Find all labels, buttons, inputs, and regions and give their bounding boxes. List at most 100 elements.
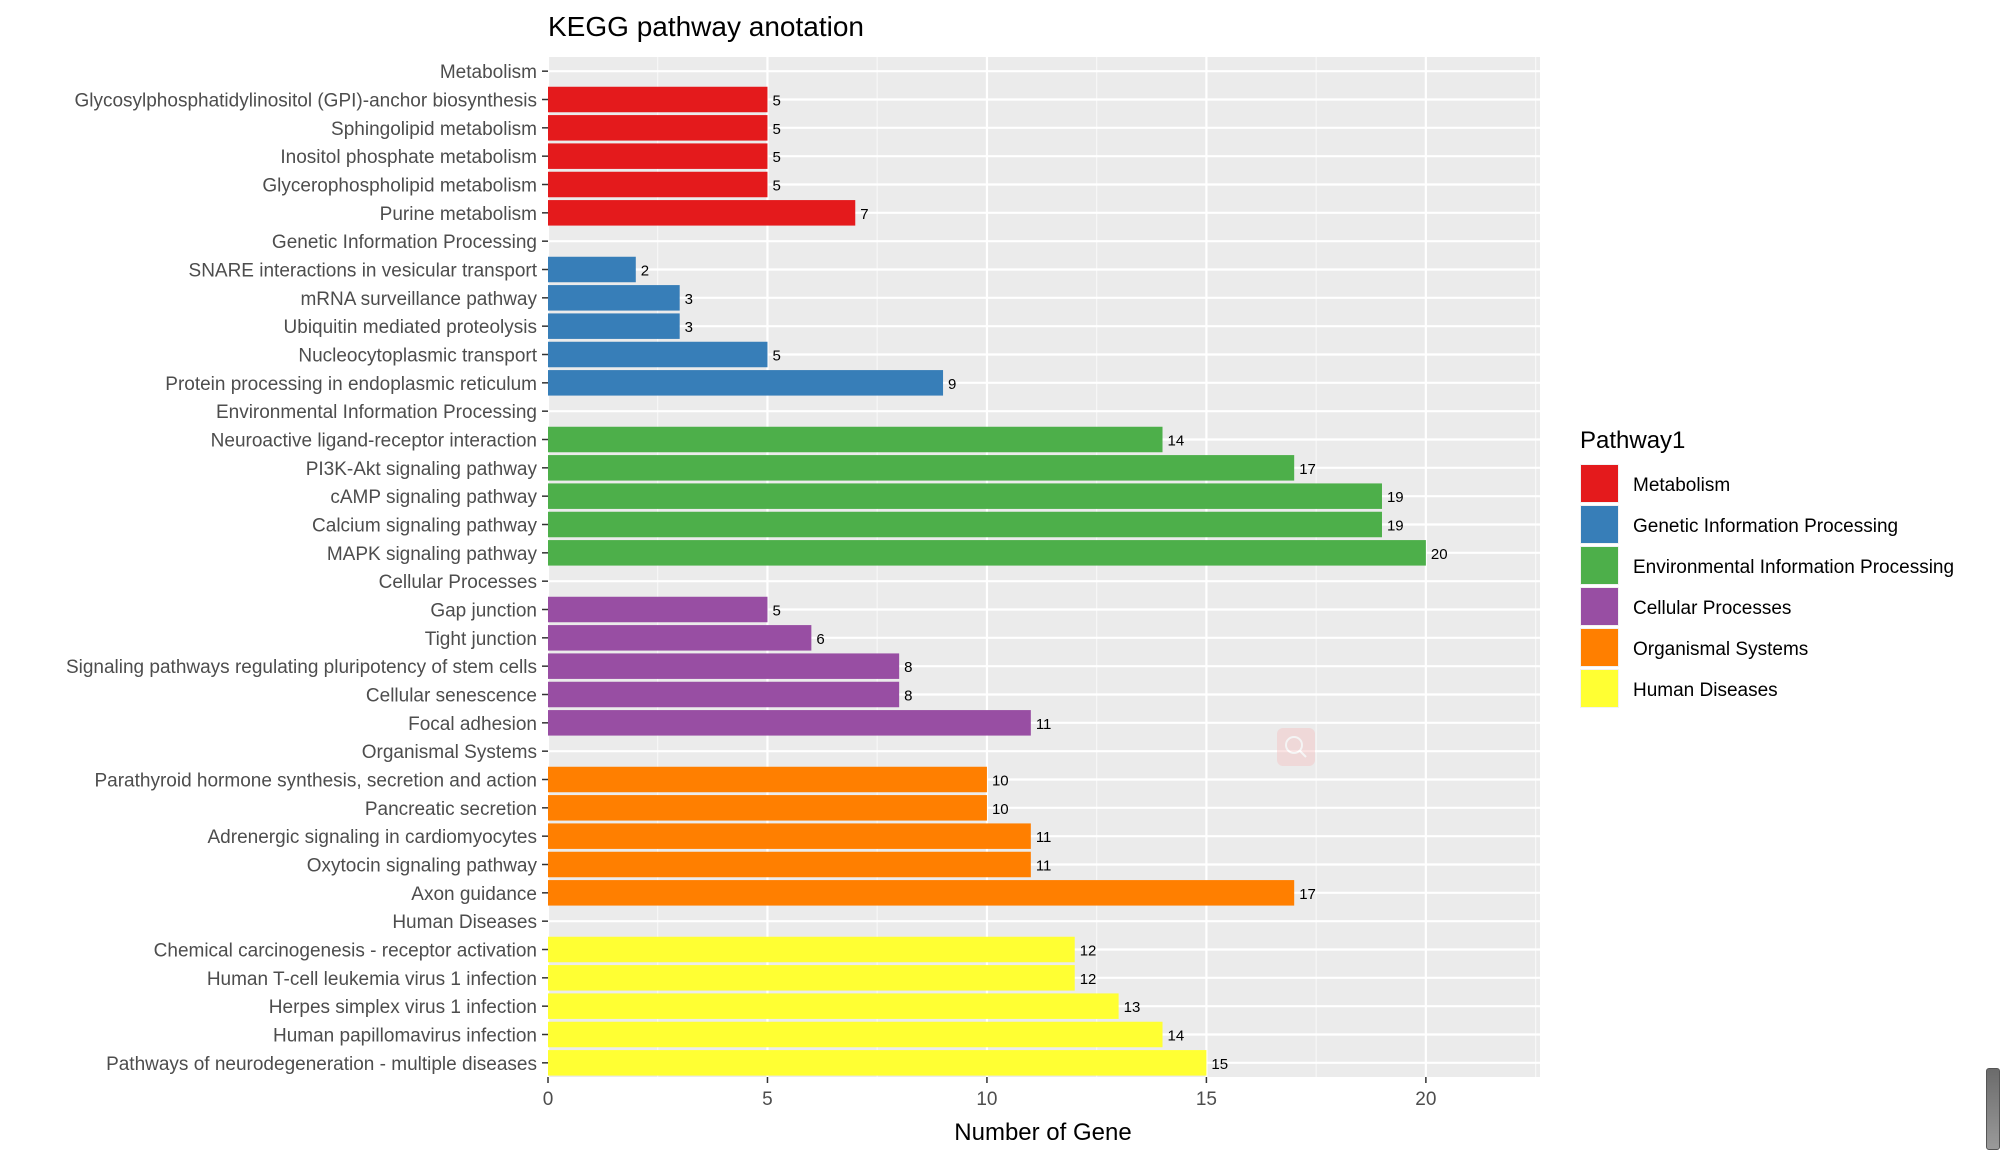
legend-label: Metabolism <box>1633 475 1730 496</box>
bar-value-label: 12 <box>1080 971 1097 988</box>
y-tick-label: mRNA surveillance pathway <box>300 289 537 310</box>
bar-value-label: 5 <box>772 149 780 166</box>
bar <box>548 511 1382 538</box>
bar <box>548 171 768 198</box>
y-tick-label: Axon guidance <box>411 884 537 905</box>
bar-value-label: 5 <box>772 348 780 365</box>
y-tick-label: Protein processing in endoplasmic reticu… <box>165 374 537 395</box>
y-tick-label: PI3K-Akt signaling pathway <box>306 459 538 480</box>
legend-label: Cellular Processes <box>1633 598 1791 619</box>
bar-value-label: 12 <box>1080 943 1097 960</box>
legend-swatch <box>1581 670 1618 707</box>
legend-swatch <box>1581 506 1618 543</box>
bar <box>548 143 768 169</box>
legend-swatch <box>1581 465 1618 502</box>
bar <box>548 710 1031 736</box>
y-tick-label: Gap junction <box>430 601 537 622</box>
zoom-icon-handle <box>1299 750 1307 758</box>
bar-value-label: 15 <box>1211 1056 1228 1073</box>
bar <box>548 681 900 708</box>
y-tick-label: Neuroactive ligand-receptor interaction <box>211 431 537 452</box>
y-tick-label: Nucleocytoplasmic transport <box>298 346 537 367</box>
bar-value-label: 13 <box>1124 999 1141 1016</box>
zoom-icon[interactable] <box>1277 728 1315 766</box>
bar-value-label: 2 <box>641 263 649 280</box>
bar <box>548 455 1295 481</box>
bar-value-label: 19 <box>1387 489 1404 506</box>
bar <box>548 285 680 311</box>
bar-value-label: 11 <box>1036 858 1052 875</box>
gridlines <box>546 57 1540 1077</box>
plot-panel <box>548 57 1540 1077</box>
bars: 5 5 5 5 7 2 3 3 5 9 14 17 19 19 20 5 6 8 8 11 10 10 11 11 17 12 12… <box>548 86 1448 1076</box>
legend-label: Organismal Systems <box>1633 639 1808 660</box>
legend-label: Environmental Information Processing <box>1633 557 1954 578</box>
bar-value-label: 10 <box>992 801 1009 818</box>
bar <box>548 86 768 113</box>
legend-title: Pathway1 <box>1580 427 1685 454</box>
bar-value-label: 9 <box>948 376 956 393</box>
y-axis-labels: Metabolism Glycosylphosphatidylinositol (… <box>66 62 548 1075</box>
bar <box>548 795 987 821</box>
bar-value-label: 6 <box>816 631 824 648</box>
y-tick-label: Chemical carcinogenesis - receptor activ… <box>154 941 537 962</box>
bar-value-label: 5 <box>772 93 780 110</box>
y-tick-label: Glycerophospholipid metabolism <box>262 176 537 197</box>
bar <box>548 880 1295 906</box>
chart-title: KEGG pathway anotation <box>548 11 864 42</box>
bar <box>548 1021 1163 1048</box>
bar <box>548 766 987 793</box>
bar <box>548 823 1031 849</box>
bar <box>548 341 768 368</box>
bar <box>548 540 1426 566</box>
y-tick-label: Inositol phosphate metabolism <box>280 147 537 168</box>
bar <box>548 483 1382 509</box>
y-tick-label: Calcium signaling pathway <box>312 516 537 537</box>
x-tick-label: 15 <box>1196 1089 1217 1110</box>
bar-value-label: 14 <box>1168 433 1185 450</box>
bar <box>548 313 680 339</box>
bar <box>548 851 1031 878</box>
bar-value-label: 10 <box>992 773 1009 790</box>
bar <box>548 256 636 283</box>
legend-label: Genetic Information Processing <box>1633 516 1898 537</box>
y-tick-label: Human T-cell leukemia virus 1 infection <box>207 969 537 990</box>
y-tick-label: Herpes simplex virus 1 infection <box>269 997 537 1018</box>
bar-value-label: 5 <box>772 603 780 620</box>
y-tick-label: Metabolism <box>440 62 537 83</box>
bar-value-label: 11 <box>1036 829 1052 846</box>
bar <box>548 1050 1207 1076</box>
legend-swatch <box>1581 629 1618 666</box>
bar-value-label: 17 <box>1299 461 1316 478</box>
y-tick-label: Environmental Information Processing <box>216 402 537 423</box>
y-tick-label: Tight junction <box>425 629 537 650</box>
bar-value-label: 8 <box>904 659 912 676</box>
bar <box>548 993 1119 1019</box>
legend-swatch <box>1581 547 1618 584</box>
y-tick-label: Pancreatic secretion <box>365 799 537 820</box>
bar-value-label: 3 <box>685 319 693 336</box>
bar-value-label: 14 <box>1168 1028 1185 1045</box>
y-tick-label: Oxytocin signaling pathway <box>307 856 538 877</box>
y-tick-label: Sphingolipid metabolism <box>331 119 537 140</box>
x-tick-label: 10 <box>976 1089 997 1110</box>
zoom-icon-bg <box>1277 728 1315 766</box>
bar-value-label: 5 <box>772 178 780 195</box>
bar <box>548 115 768 141</box>
bar-value-label: 19 <box>1387 518 1404 535</box>
y-tick-label: Signaling pathways regulating pluripoten… <box>66 657 537 678</box>
bar-value-label: 17 <box>1299 886 1316 903</box>
y-tick-label: Purine metabolism <box>380 204 537 225</box>
y-tick-label: Glycosylphosphatidylinositol (GPI)-ancho… <box>74 91 537 112</box>
x-axis: 0 5 10 15 20 <box>543 1077 1436 1110</box>
y-tick-label: Organismal Systems <box>362 742 537 763</box>
y-tick-label: Human papillomavirus infection <box>273 1026 537 1047</box>
legend: Metabolism Genetic Information Processing… <box>1580 464 1954 708</box>
scrollbar-thumb[interactable] <box>1986 1068 2000 1150</box>
y-tick-label: Cellular senescence <box>366 686 537 707</box>
y-tick-label: Cellular Processes <box>379 572 537 593</box>
y-tick-label: Human Diseases <box>392 912 537 933</box>
y-tick-label: SNARE interactions in vesicular transpor… <box>189 261 538 282</box>
